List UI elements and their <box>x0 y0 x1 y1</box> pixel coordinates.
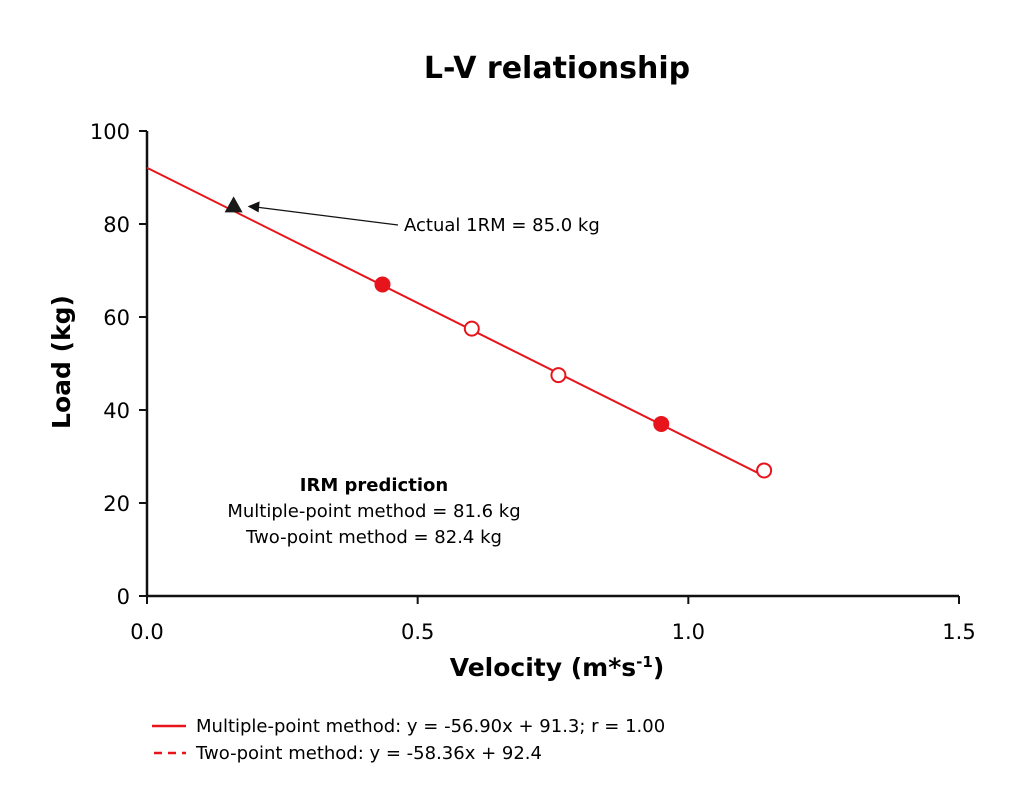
y-tick-label: 80 <box>103 213 130 237</box>
axes <box>139 130 960 604</box>
y-tick-label: 20 <box>103 492 130 516</box>
tick-labels: 0 20 40 60 80 100 0.0 0.5 1.0 1.5 <box>90 120 976 644</box>
x-axis-label: Velocity (m*s-1) <box>450 653 665 682</box>
prediction-line-two-point: Two-point method = 82.4 kg <box>245 527 502 548</box>
y-axis-label: Load (kg) <box>47 295 76 429</box>
data-point-open <box>463 320 480 337</box>
legend: Multiple-point method: y = -56.90x + 91.… <box>152 716 665 764</box>
data-point-open <box>756 462 773 479</box>
actual-1rm-marker <box>224 196 243 213</box>
annotation-1rm: Actual 1RM = 85.0 kg <box>404 215 600 236</box>
x-tick-label: 1.5 <box>942 620 975 644</box>
y-tick-label: 0 <box>117 585 130 609</box>
annotation-arrow-head <box>247 201 260 213</box>
data-point-filled <box>653 415 670 432</box>
annotation-arrow-line <box>255 206 399 226</box>
legend-label-two-point: Two-point method: y = -58.36x + 92.4 <box>195 743 542 764</box>
x-tick-label: 0.0 <box>130 620 163 644</box>
regression-line <box>146 166 765 477</box>
y-tick-label: 60 <box>103 306 130 330</box>
x-tick-label: 1.0 <box>672 620 705 644</box>
plot-area <box>146 166 773 479</box>
chart-title: L-V relationship <box>424 51 690 86</box>
data-point-open <box>550 367 567 384</box>
prediction-box-title: IRM prediction <box>300 475 448 496</box>
y-tick-label: 40 <box>103 399 130 423</box>
prediction-line-multiple: Multiple-point method = 81.6 kg <box>227 501 520 522</box>
y-tick-label: 100 <box>90 120 130 144</box>
data-point-filled <box>374 276 391 293</box>
legend-label-multiple: Multiple-point method: y = -56.90x + 91.… <box>196 716 665 737</box>
x-tick-label: 0.5 <box>401 620 434 644</box>
